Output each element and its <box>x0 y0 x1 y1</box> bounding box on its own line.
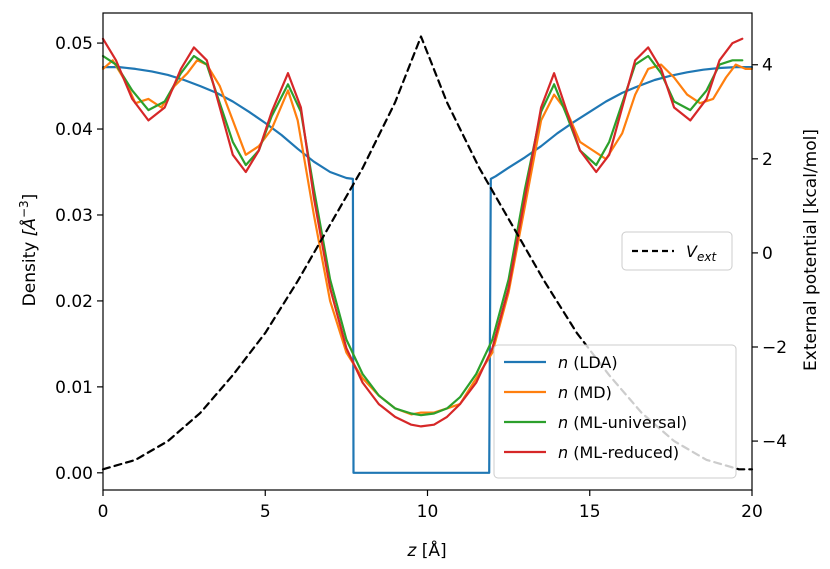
y-left-axis-label-exp: −3 <box>17 200 31 218</box>
y-right-axis-label: External potential [kcal/mol] <box>801 129 821 371</box>
y-left-tick-label: 0.01 <box>55 378 93 398</box>
y-right-tick-label: −4 <box>762 432 787 452</box>
legend-main: n (LDA) n (MD) n (ML-universal) n (ML-reduc… <box>493 344 737 479</box>
legend-label-2: n (ML-universal) <box>558 413 687 432</box>
legend-vext-label: Vext <box>686 242 717 264</box>
x-tick-label: 5 <box>260 502 271 522</box>
legend-vext: Vext <box>621 231 733 271</box>
x-tick-label: 20 <box>741 502 763 522</box>
series-line-0 <box>101 65 754 474</box>
legend-label-0: n (LDA) <box>558 353 618 372</box>
y-right-axis-ticks: −4 −2 0 2 4 <box>752 56 787 452</box>
x-tick-label: 0 <box>98 502 109 522</box>
y-left-axis-label-close: ] <box>20 194 40 201</box>
y-right-tick-label: 0 <box>762 244 773 264</box>
y-left-axis-label-name: Density <box>20 242 40 307</box>
y-left-tick-label: 0.05 <box>55 34 93 54</box>
y-left-axis-ticks: 0.00 0.01 0.02 0.03 0.04 0.05 <box>55 34 103 484</box>
x-axis-ticks: 0 5 10 15 20 <box>98 490 763 522</box>
y-left-tick-label: 0.04 <box>55 120 93 140</box>
x-axis-label: z [Å] <box>406 539 446 561</box>
series-line-3 <box>101 37 744 428</box>
y-left-tick-label: 0.03 <box>55 206 93 226</box>
y-right-tick-label: 2 <box>762 150 773 170</box>
legend-label-3: n (ML-reduced) <box>558 443 679 462</box>
y-left-tick-label: 0.00 <box>55 464 93 484</box>
x-tick-label: 10 <box>417 502 439 522</box>
y-right-tick-label: 4 <box>762 56 773 76</box>
legend-label-1: n (MD) <box>558 383 612 402</box>
y-left-tick-label: 0.02 <box>55 292 93 312</box>
x-tick-label: 15 <box>579 502 601 522</box>
y-right-tick-label: −2 <box>762 338 787 358</box>
plot-lines <box>101 35 754 474</box>
legend-vext-box <box>621 231 733 271</box>
x-axis-label-var: z <box>406 541 417 561</box>
y-left-axis-label-unit: [Å <box>18 218 40 236</box>
x-axis-label-unit: [Å] <box>416 539 446 561</box>
y-left-axis-label: Density [Å−3] <box>17 194 40 307</box>
legend-main-box <box>493 344 737 479</box>
